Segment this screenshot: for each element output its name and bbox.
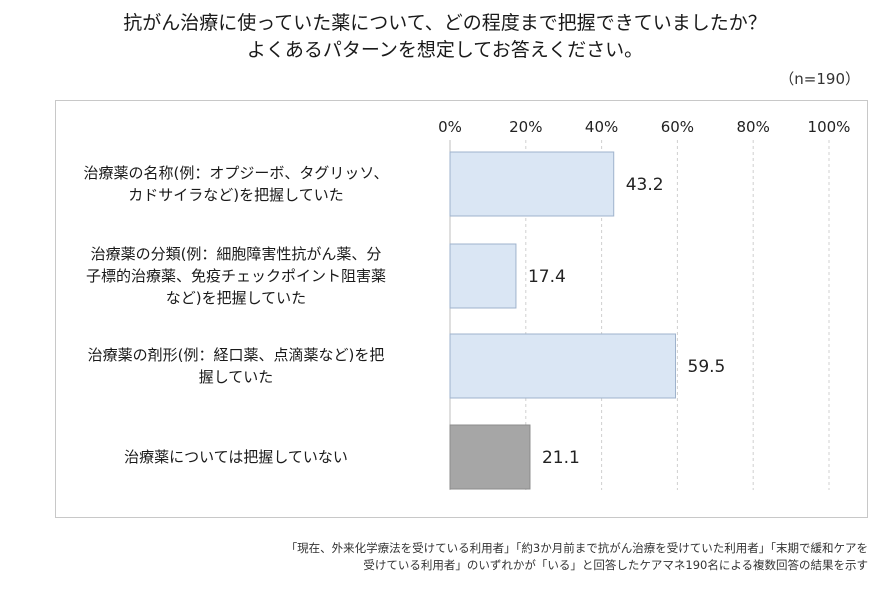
data-label: 21.1 <box>542 448 580 468</box>
x-tick-label: 20% <box>509 118 542 136</box>
chart-title-line2: よくあるパターンを想定してお答えください。 <box>246 39 644 61</box>
bar <box>449 243 517 309</box>
plot-frame <box>55 100 868 518</box>
category-label-text: 治療薬の剤形(例：経口薬、点滴薬など)を把 握していた <box>87 346 385 386</box>
data-label: 17.4 <box>528 267 566 287</box>
bar <box>449 333 677 399</box>
category-label-not-aware: 治療薬については把握していない <box>36 417 436 497</box>
x-tick-label: 80% <box>737 118 770 136</box>
sample-size-note: （n=190） <box>779 70 860 88</box>
x-tick-label: 40% <box>585 118 618 136</box>
x-tick-label: 60% <box>661 118 694 136</box>
bar <box>449 424 531 490</box>
chart-title-line1: 抗がん治療に使っていた薬について、どの程度まで把握できていましたか？ <box>123 12 767 34</box>
data-label: 59.5 <box>688 357 726 377</box>
bar <box>449 151 615 217</box>
category-label-text: 治療薬の分類(例：細胞障害性抗がん薬、分 子標的治療薬、免疫チェックポイント阻害薬… <box>85 245 386 307</box>
category-label-drug-name: 治療薬の名称(例：オプジーボ、タグリッソ、 カドサイラなど)を把握していた <box>36 144 436 224</box>
data-label: 43.2 <box>626 175 664 195</box>
category-label-dosage-form: 治療薬の剤形(例：経口薬、点滴薬など)を把 握していた <box>36 326 436 406</box>
category-label-text: 治療薬については把握していない <box>124 448 348 466</box>
category-label-drug-class: 治療薬の分類(例：細胞障害性抗がん薬、分 子標的治療薬、免疫チェックポイント阻害薬… <box>36 236 436 316</box>
footnote-line1: 「現在、外来化学療法を受けている利用者」「約3か月前まで抗がん治療を受けていた利… <box>285 541 868 555</box>
x-tick-label: 0% <box>438 118 462 136</box>
x-tick-label: 100% <box>808 118 851 136</box>
category-label-text: 治療薬の名称(例：オプジーボ、タグリッソ、 カドサイラなど)を把握していた <box>83 164 389 204</box>
footnote-line2: 受けている利用者」のいずれかが「いる」と回答したケアマネ190名による複数回答の… <box>363 558 868 572</box>
